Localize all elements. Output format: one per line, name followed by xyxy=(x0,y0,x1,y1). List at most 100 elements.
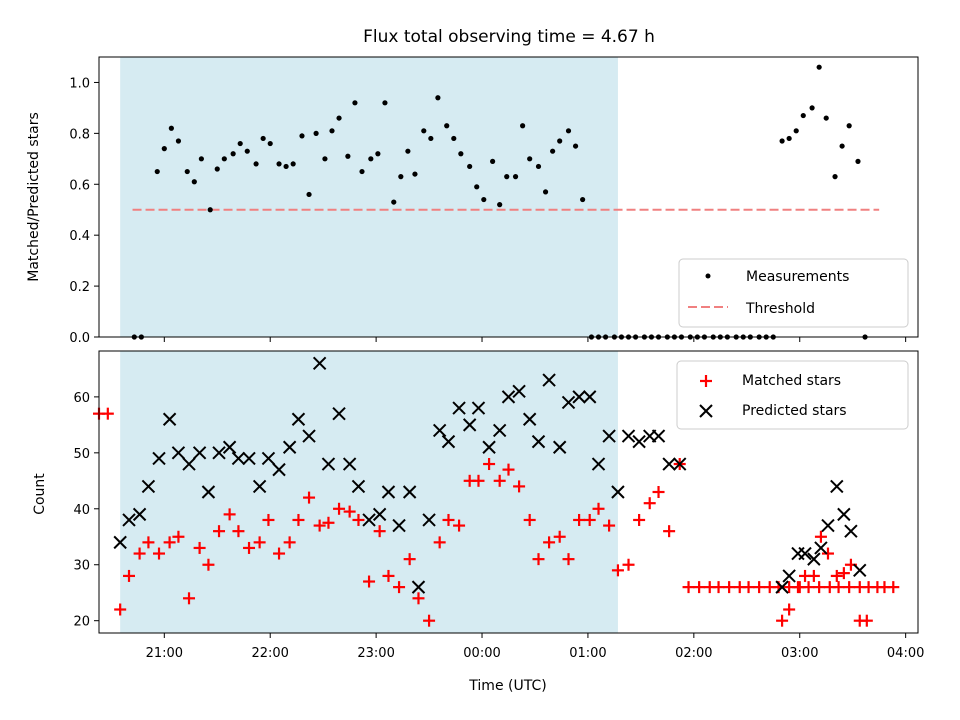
measurement-point xyxy=(550,148,556,154)
measurement-point xyxy=(237,140,243,147)
measurement-point xyxy=(520,123,526,129)
bottom-y-tick-label: 60 xyxy=(73,391,90,406)
predicted-star-point xyxy=(837,507,851,522)
predicted-star-point xyxy=(471,401,486,415)
measurement-point xyxy=(467,163,473,170)
matched-star-point xyxy=(821,547,834,560)
top-y-tick-label: 1.0 xyxy=(69,76,90,91)
measurement-point xyxy=(198,156,204,162)
measurement-point xyxy=(535,163,542,170)
measurement-point xyxy=(512,174,519,180)
predicted-star-point xyxy=(312,356,327,371)
matched-star-point xyxy=(807,569,820,582)
measurement-point xyxy=(283,163,289,170)
observing-window-shade-top xyxy=(120,57,618,337)
predicted-star-point xyxy=(171,446,186,460)
matched-star-point xyxy=(303,491,316,504)
measurement-point xyxy=(168,125,174,131)
predicted-star-point xyxy=(381,485,396,499)
matched-star-point xyxy=(622,558,635,571)
matched-star-point xyxy=(592,502,605,515)
predicted-star-point xyxy=(122,513,136,527)
matched-star-point xyxy=(313,519,326,532)
predicted-star-point xyxy=(651,429,666,443)
predicted-star-point xyxy=(542,373,556,387)
predicted-star-point xyxy=(602,429,616,443)
matched-star-point xyxy=(101,407,114,420)
predicted-star-point xyxy=(321,457,336,471)
top-panel: 0.0 0.2 0.4 0.6 0.8 1.0 Matched/Predicted sta… xyxy=(26,56,919,346)
predicted-star-point xyxy=(552,440,567,454)
matched-star-point xyxy=(860,614,873,627)
matched-star-point xyxy=(114,603,127,616)
predicted-star-point xyxy=(798,546,812,561)
measurement-point xyxy=(800,112,806,119)
matched-star-point xyxy=(553,530,566,543)
legend-matched-label: Matched stars xyxy=(742,373,841,389)
measurement-point xyxy=(405,148,411,154)
predicted-star-point xyxy=(561,395,576,410)
measurements-series xyxy=(131,64,868,340)
measurement-point xyxy=(214,166,220,172)
matched-star-point xyxy=(483,458,496,471)
matched-star-point xyxy=(142,536,155,549)
bottom-axes-frame xyxy=(98,350,919,634)
predicted-star-point xyxy=(775,580,789,594)
matched-star-point xyxy=(172,530,185,543)
measurement-point xyxy=(816,64,822,70)
bottom-y-axis-label: Count xyxy=(32,473,48,515)
measurement-point xyxy=(306,191,312,198)
measurement-point xyxy=(154,168,160,175)
matched-star-point xyxy=(573,513,586,526)
top-y-axis-label: Matched/Predicted stars xyxy=(26,112,42,282)
predicted-star-point xyxy=(844,524,858,538)
measurement-point xyxy=(497,202,503,208)
predicted-star-point xyxy=(272,462,286,477)
matched-star-point xyxy=(292,513,305,526)
measurement-point xyxy=(359,168,365,175)
measurement-point xyxy=(832,174,838,180)
predicted-star-point xyxy=(152,451,166,466)
matched-star-point xyxy=(343,505,356,518)
matched-star-point xyxy=(502,463,515,476)
matched-star-point xyxy=(433,536,446,549)
legend-measurements-marker xyxy=(705,273,711,279)
x-tick-label: 01:00 xyxy=(569,646,606,661)
bottom-y-tick-label: 40 xyxy=(73,503,90,518)
measurement-point xyxy=(527,156,533,162)
matched-star-point xyxy=(423,614,436,627)
matched-star-point xyxy=(202,558,215,571)
measurement-point xyxy=(490,158,496,164)
predicted-star-point xyxy=(432,423,447,438)
predicted-star-point xyxy=(342,457,357,471)
matched-star-point xyxy=(611,564,624,577)
measurement-point xyxy=(260,135,266,142)
predicted-star-point xyxy=(372,507,387,522)
matched-star-point xyxy=(243,541,256,554)
predicted-star-point xyxy=(662,457,676,471)
predicted-star-point xyxy=(422,513,436,527)
matched-star-point xyxy=(493,474,506,487)
measurement-point xyxy=(207,207,213,213)
matched-star-point xyxy=(382,569,395,582)
matched-star-point xyxy=(712,581,725,594)
bottom-y-tick-label: 30 xyxy=(73,559,90,574)
matched-star-point xyxy=(603,519,616,532)
measurement-point xyxy=(839,143,845,149)
measurement-point xyxy=(481,196,487,203)
measurement-point xyxy=(855,158,861,164)
x-tick-label: 23:00 xyxy=(357,646,394,661)
matched-star-point xyxy=(453,519,466,532)
matched-star-point xyxy=(513,480,526,493)
measurement-point xyxy=(458,151,464,157)
top-y-tick-label: 0.4 xyxy=(69,229,90,244)
matched-star-point xyxy=(153,547,166,560)
matched-star-point xyxy=(273,547,286,560)
measurement-point xyxy=(329,128,335,134)
measurement-point xyxy=(352,100,358,106)
matched-star-point xyxy=(133,547,146,560)
measurement-point xyxy=(412,171,418,177)
matched-star-point xyxy=(232,525,245,538)
predicted-star-point xyxy=(113,535,127,550)
